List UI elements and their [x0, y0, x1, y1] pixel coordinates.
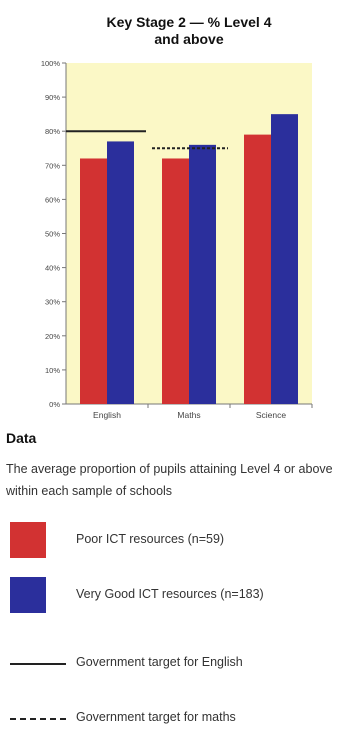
x-tick-label: Maths — [177, 410, 200, 420]
legend-swatch-very-good-ict — [10, 577, 46, 613]
chart-title-line-2: and above — [154, 31, 224, 47]
chart-title-line-1: Key Stage 2 — % Level 4 — [106, 14, 272, 30]
legend-item-poor-ict: Poor ICT resources (n=59) — [0, 520, 347, 560]
chart-title: Key Stage 2 — % Level 4 and above — [60, 14, 318, 48]
legend-swatch-poor-ict — [10, 522, 46, 558]
legend-label-english-target: Government target for English — [76, 655, 243, 669]
legend-label-very-good-ict: Very Good ICT resources (n=183) — [76, 587, 264, 601]
y-tick-label: 40% — [45, 264, 60, 273]
y-tick-label: 50% — [45, 230, 60, 239]
bar — [189, 144, 216, 404]
legend-label-maths-target: Government target for maths — [76, 710, 236, 724]
y-tick-label: 20% — [45, 332, 60, 341]
y-tick-label: 0% — [49, 400, 60, 409]
y-tick-label: 100% — [41, 59, 61, 68]
y-tick-label: 80% — [45, 127, 60, 136]
bar-chart: 0% 10% 20% 30% 40% 50% 60% 70% 80% 90% 100% English… — [41, 59, 313, 420]
legend-line-maths-target — [10, 718, 66, 720]
legend-line-english-target — [10, 663, 66, 665]
bar — [162, 158, 189, 404]
bar — [107, 141, 134, 404]
bar — [80, 158, 107, 404]
x-tick-label: Science — [256, 410, 287, 420]
bar — [271, 114, 298, 405]
x-tick-label: English — [93, 410, 121, 420]
data-description: The average proportion of pupils attaini… — [6, 462, 333, 498]
y-tick-label: 70% — [45, 161, 60, 170]
y-tick-label: 90% — [45, 93, 60, 102]
legend-item-english-target: Government target for English — [0, 643, 347, 683]
y-tick-label: 10% — [45, 366, 60, 375]
data-heading: Data — [6, 430, 37, 446]
y-tick-label: 30% — [45, 298, 60, 307]
legend-label-poor-ict: Poor ICT resources (n=59) — [76, 532, 225, 546]
legend-item-very-good-ict: Very Good ICT resources (n=183) — [0, 575, 347, 615]
y-tick-label: 60% — [45, 195, 60, 204]
bar — [244, 134, 271, 405]
legend-item-maths-target: Government target for maths — [0, 698, 347, 738]
